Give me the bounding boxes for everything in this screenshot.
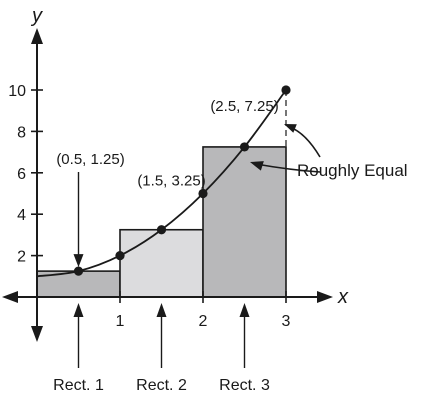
x-axis-arrow-left [2, 291, 18, 303]
point-coordinate-label: (2.5, 7.25) [210, 98, 278, 115]
rect-label: Rect. 2 [136, 377, 187, 394]
annotation-label: Roughly Equal [297, 161, 408, 180]
point-labels-group: (0.5, 1.25) (1.5, 3.25) (2.5, 7.25) [56, 98, 279, 268]
point-coordinate-label: (0.5, 1.25) [56, 151, 124, 168]
rect-label-arrowhead [156, 303, 167, 317]
rect-label: Rect. 3 [219, 377, 270, 394]
y-axis-arrow-down [31, 326, 43, 342]
rect-label-arrowhead [239, 303, 250, 317]
points-group [73, 85, 291, 276]
annotation-group: Roughly Equal [250, 124, 408, 180]
y-tick-label: 6 [17, 166, 26, 183]
curve-point [156, 225, 167, 235]
y-tick-label: 10 [8, 83, 26, 100]
annotation-arrowhead-top [284, 124, 297, 133]
rect-bar-2 [119, 228, 204, 298]
rectangles-group [36, 146, 287, 298]
rect-labels-group: Rect. 1 Rect. 2 Rect. 3 [53, 303, 270, 394]
rect-label-arrowhead [73, 303, 84, 317]
x-axis-title: x [337, 286, 349, 308]
curve-point [281, 85, 291, 95]
y-tick-label: 4 [17, 207, 26, 224]
x-tick-label: 3 [282, 313, 291, 330]
axes-group [2, 28, 333, 342]
rect-bar-3 [202, 146, 287, 298]
rect-label: Rect. 1 [53, 377, 104, 394]
curve-point [198, 188, 208, 199]
y-axis-arrow-up [31, 28, 43, 44]
point-label-arrowhead [73, 254, 84, 268]
x-tick-label: 1 [116, 313, 125, 330]
y-tick-label: 8 [17, 124, 26, 141]
point-coordinate-label: (1.5, 3.25) [137, 173, 205, 190]
y-tick-label: 2 [17, 249, 26, 266]
curve-point [115, 251, 125, 261]
x-tick-label: 2 [199, 313, 208, 330]
x-axis-arrow-right [317, 291, 333, 303]
annotation-arrowhead-bottom [250, 161, 264, 171]
curve-point [239, 142, 250, 152]
curve-point [73, 266, 84, 276]
y-axis-title: y [30, 5, 43, 27]
